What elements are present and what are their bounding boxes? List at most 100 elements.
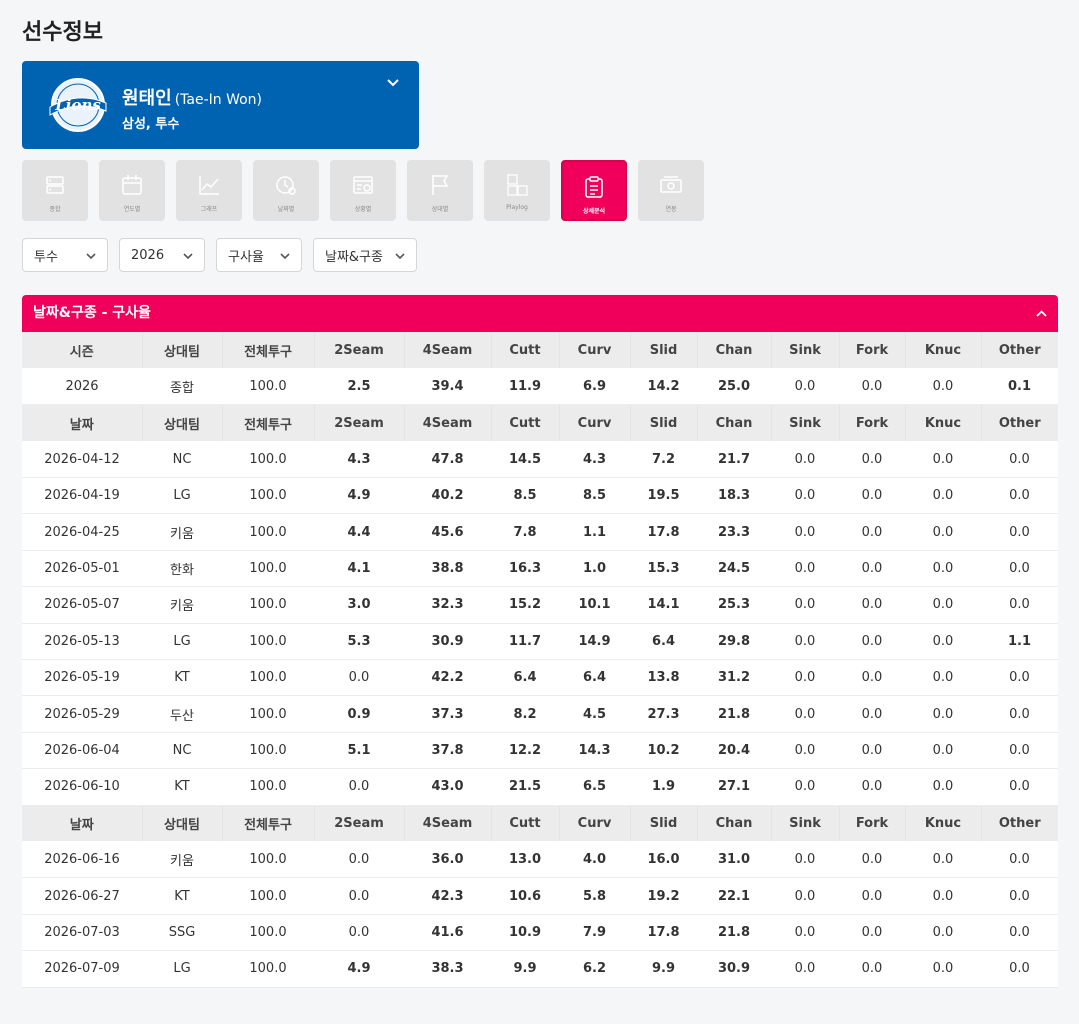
table-row: 2026-07-03 SSG 100.0 0.0 41.6 10.9 7.9 17.8 21.8… (22, 914, 1058, 952)
tab-label: 연도별 (123, 206, 141, 213)
column-header: Slid (629, 332, 697, 369)
pitch-pct-cell: 0.0 (771, 659, 839, 697)
pitch-pct-cell: 6.2 (559, 950, 630, 988)
pitch-pct-cell: 7.2 (630, 441, 697, 479)
pitch-pct-cell: 4.3 (314, 441, 404, 479)
section-title: 날짜&구종 - 구사율 (33, 305, 151, 321)
pitch-pct-cell: 9.9 (630, 950, 697, 988)
tab-settings-window[interactable]: 상황별 (330, 160, 396, 221)
tab-flag[interactable]: 상대별 (407, 160, 473, 221)
pitch-pct-cell: 0.0 (839, 768, 905, 806)
pitch-pct-cell: 42.3 (404, 877, 491, 915)
pitch-pct-cell: 5.3 (314, 623, 404, 661)
tab-money[interactable]: 연봉 (638, 160, 704, 221)
total-cell: 100.0 (222, 477, 314, 515)
pitch-pct-cell: 17.8 (630, 513, 697, 551)
pitch-pct-cell: 43.0 (404, 768, 491, 806)
pitch-pct-cell: 1.0 (559, 550, 630, 588)
pitch-pct-cell: 0.0 (771, 695, 839, 733)
tab-label: 연봉 (665, 206, 677, 213)
pitch-pct-cell: 31.0 (697, 841, 771, 879)
total-cell: 100.0 (222, 586, 314, 624)
table-row: 2026-04-25 키움 100.0 4.4 45.6 7.8 1.1 17.8 23.3 0.… (22, 513, 1058, 551)
pitch-pct-cell: 21.8 (697, 695, 771, 733)
tab-label: 상황별 (354, 206, 372, 213)
stat-type-select[interactable]: 구사율 (216, 238, 302, 272)
tab-clipboard[interactable]: 상세분석 (561, 160, 627, 221)
chevron-down-icon[interactable] (385, 75, 401, 91)
table-row: 2026-06-27 KT 100.0 0.0 42.3 10.6 5.8 19.2 22.1 0… (22, 877, 1058, 915)
player-name-en: (Tae-In Won) (174, 92, 263, 108)
column-header: Knuc (904, 805, 981, 842)
year-select[interactable]: 2026 (119, 238, 205, 272)
total-cell: 100.0 (222, 877, 314, 915)
column-header: 2Seam (313, 404, 404, 442)
pitch-pct-cell: 0.0 (905, 623, 981, 661)
pitch-pct-cell: 32.3 (404, 586, 491, 624)
pitch-pct-cell: 0.0 (981, 841, 1058, 879)
row-label: 2026-05-01 (22, 550, 142, 588)
tab-line-chart[interactable]: 그래프 (176, 160, 242, 221)
pitch-pct-cell: 0.0 (314, 877, 404, 915)
opponent-cell: LG (142, 623, 222, 661)
section-header[interactable]: 날짜&구종 - 구사율 (22, 295, 1058, 332)
pitch-pct-cell: 21.8 (697, 914, 771, 952)
pitch-pct-cell: 0.0 (839, 623, 905, 661)
column-header: Other (980, 404, 1058, 442)
column-header: Chan (696, 404, 771, 442)
pitch-pct-cell: 36.0 (404, 841, 491, 879)
pitch-pct-cell: 0.0 (905, 914, 981, 952)
pitch-pct-cell: 19.5 (630, 477, 697, 515)
pitch-pct-cell: 15.2 (491, 586, 559, 624)
pitch-pct-cell: 29.8 (697, 623, 771, 661)
pitch-pct-cell: 38.3 (404, 950, 491, 988)
pitch-pct-cell: 38.8 (404, 550, 491, 588)
pitch-pct-cell: 16.3 (491, 550, 559, 588)
pitch-pct-cell: 0.0 (839, 368, 905, 406)
pitch-pct-cell: 0.0 (905, 659, 981, 697)
total-cell: 100.0 (222, 950, 314, 988)
column-header: Cutt (490, 404, 559, 442)
opponent-cell: 키움 (142, 586, 222, 624)
tab-clock-gear[interactable]: 날짜별 (253, 160, 319, 221)
pitch-pct-cell: 39.4 (404, 368, 491, 406)
table-row: 2026-04-12 NC 100.0 4.3 47.8 14.5 4.3 7.2 21.7 0.… (22, 441, 1058, 479)
tab-server[interactable]: 종합 (22, 160, 88, 221)
table-row: 2026-07-09 LG 100.0 4.9 38.3 9.9 6.2 9.9 30.9 0.0… (22, 950, 1058, 988)
tab-label: 종합 (49, 206, 61, 213)
pitch-pct-cell: 0.0 (839, 841, 905, 879)
tab-calendar[interactable]: 연도별 (99, 160, 165, 221)
tab-label: Playlog (506, 204, 528, 211)
column-header: 2Seam (313, 332, 404, 369)
total-cell: 100.0 (222, 695, 314, 733)
pitch-pct-cell: 0.0 (905, 586, 981, 624)
pitch-pct-cell: 0.0 (981, 732, 1058, 770)
tab-abc-blocks[interactable]: Playlog (484, 160, 550, 221)
grouping-select[interactable]: 날짜&구종 (313, 238, 417, 272)
chevron-down-icon (86, 253, 96, 260)
pitch-pct-cell: 0.0 (771, 586, 839, 624)
column-header: 전체투구 (221, 805, 314, 842)
pitch-pct-cell: 0.9 (314, 695, 404, 733)
pitch-pct-cell: 0.0 (981, 695, 1058, 733)
pitch-pct-cell: 0.0 (314, 768, 404, 806)
opponent-cell: KT (142, 877, 222, 915)
pitch-pct-cell: 5.8 (559, 877, 630, 915)
chevron-up-icon[interactable] (1035, 307, 1048, 320)
opponent-cell: 키움 (142, 841, 222, 879)
pitch-pct-cell: 10.9 (491, 914, 559, 952)
abc-blocks-icon (507, 174, 528, 196)
pitch-pct-cell: 8.2 (491, 695, 559, 733)
position-select[interactable]: 투수 (22, 238, 108, 272)
column-header: 날짜 (22, 805, 142, 842)
pitch-pct-cell: 11.9 (491, 368, 559, 406)
pitch-pct-cell: 15.3 (630, 550, 697, 588)
pitch-pct-cell: 0.0 (314, 659, 404, 697)
pitch-pct-cell: 0.0 (314, 914, 404, 952)
column-header: Other (980, 332, 1058, 369)
pitch-pct-cell: 0.0 (905, 768, 981, 806)
pitch-pct-cell: 6.4 (491, 659, 559, 697)
column-header: Curv (558, 404, 630, 442)
column-header: 상대팀 (141, 332, 222, 369)
player-card[interactable]: Lions 원태인 (Tae-In Won) 삼성, 투수 (22, 61, 419, 149)
